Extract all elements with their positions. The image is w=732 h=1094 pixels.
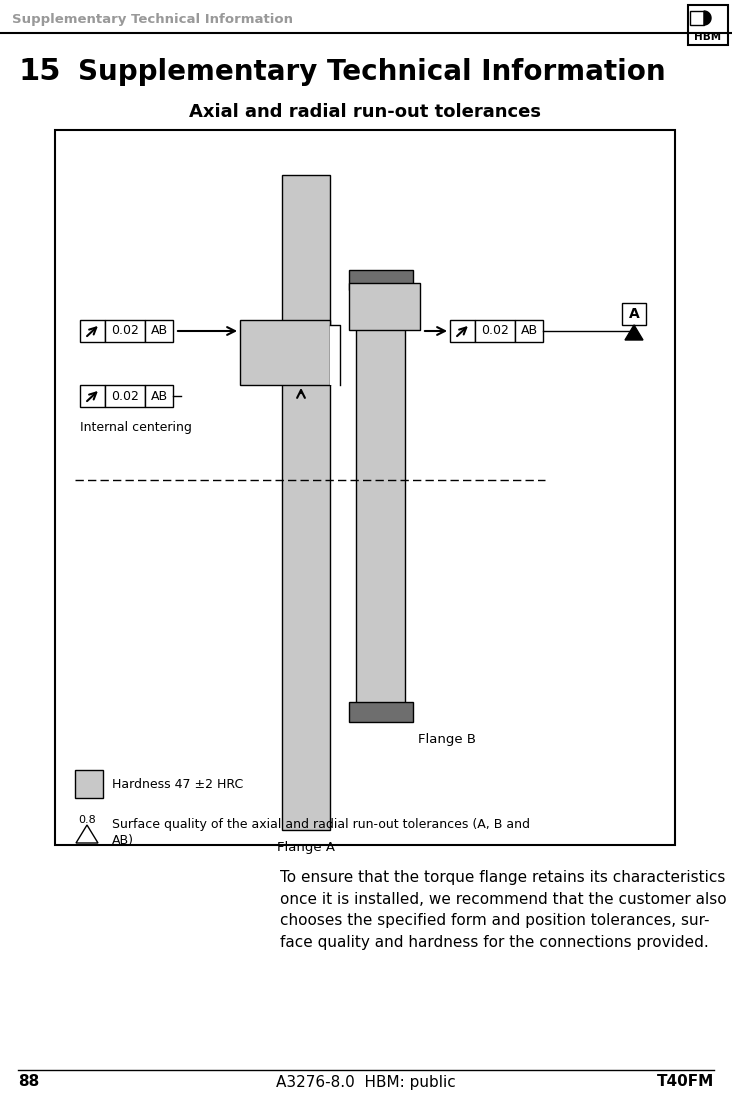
Text: 0.02: 0.02 [111,325,139,338]
Text: 0.02: 0.02 [111,389,139,403]
Text: 0.8: 0.8 [78,815,96,825]
Text: AB: AB [520,325,537,338]
Bar [240,321,330,385]
Bar [80,385,105,407]
Text: HBM: HBM [695,32,722,42]
Text: To ensure that the torque flange retains its characteristics
once it is installe: To ensure that the torque flange retains… [280,870,727,950]
Bar [515,321,543,342]
Bar [349,283,420,330]
Text: A: A [629,307,639,321]
Bar [145,385,173,407]
Bar [690,11,704,25]
Text: 15: 15 [18,58,61,86]
Bar [349,270,413,290]
Text: AB: AB [151,389,168,403]
Polygon shape [625,325,643,340]
Text: A3276-8.0  HBM: public: A3276-8.0 HBM: public [276,1074,456,1090]
Text: Supplementary Technical Information: Supplementary Technical Information [78,58,665,86]
Text: Axial and radial run-out tolerances: Axial and radial run-out tolerances [189,103,541,121]
Bar [475,321,515,342]
Bar [356,283,405,720]
Text: T40FM: T40FM [657,1074,714,1090]
Bar [75,770,103,798]
Text: Surface quality of the axial and radial run-out tolerances (A, B and
AB): Surface quality of the axial and radial … [112,818,530,847]
Text: 88: 88 [18,1074,40,1090]
Bar [80,321,105,342]
Polygon shape [76,825,98,843]
Bar [105,321,145,342]
Text: Supplementary Technical Information: Supplementary Technical Information [12,13,293,26]
Bar [349,702,413,722]
Bar [688,5,728,45]
Bar [622,303,646,325]
Bar [450,321,475,342]
Polygon shape [704,11,711,25]
Bar [145,321,173,342]
Bar [330,325,340,385]
Text: Flange A: Flange A [277,841,335,854]
Text: AB: AB [151,325,168,338]
Text: 0.02: 0.02 [481,325,509,338]
Bar [105,385,145,407]
Text: Flange B: Flange B [418,733,476,746]
Text: Hardness 47 ±2 HRC: Hardness 47 ±2 HRC [112,778,243,791]
Bar [282,175,330,830]
Text: Internal centering: Internal centering [80,420,192,433]
Bar [55,130,675,845]
